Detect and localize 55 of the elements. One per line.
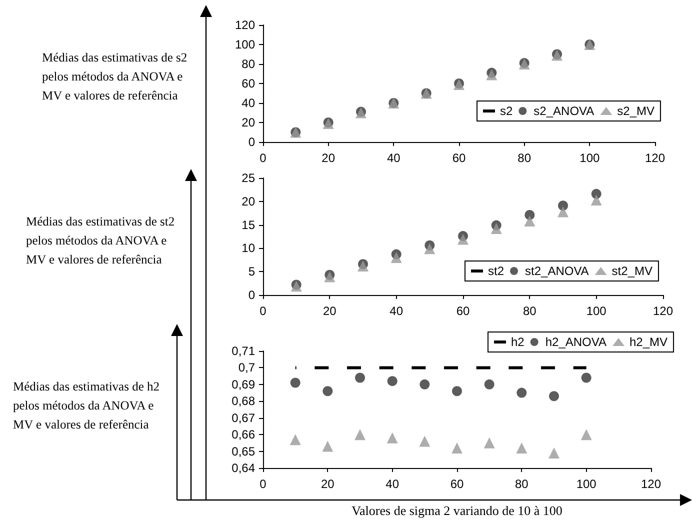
x-tick-label: 120 — [640, 477, 662, 491]
legend-label: s2 — [500, 104, 513, 118]
x-tick-label: 0 — [260, 477, 267, 491]
legend-label: s2_ANOVA — [534, 104, 594, 118]
y-tick-label: 0,64 — [232, 461, 256, 475]
x-tick-label: 60 — [456, 304, 470, 318]
x-tick-label: 0 — [260, 151, 267, 165]
x-tick-label: 40 — [386, 151, 401, 165]
y-axis-title: Médias das estimativas de s2 pelos métodos da ANOVA e MV e valores de referência — [42, 50, 190, 102]
x-tick-label: 80 — [522, 304, 537, 318]
x-tick-label: 60 — [452, 151, 466, 165]
y-tick-label: 0,67 — [232, 410, 256, 425]
legend-label: s2_MV — [617, 104, 654, 118]
legend-label: st2_MV — [612, 264, 652, 278]
x-tick-label: 80 — [514, 477, 529, 491]
y-tick-label: 100 — [234, 38, 256, 52]
y-tick-label: 40 — [242, 96, 256, 110]
y-tick-label: 10 — [242, 241, 256, 256]
x-tick-label: 40 — [390, 304, 404, 318]
y-tick-label: 120 — [234, 18, 256, 32]
y-tick-label: 15 — [242, 218, 256, 232]
x-tick-label: 20 — [320, 477, 335, 491]
legend-label: h2_ANOVA — [545, 335, 607, 349]
y-tick-label: 0,65 — [232, 444, 256, 458]
y-tick-label: 20 — [242, 194, 256, 208]
y-tick-label: 60 — [242, 76, 256, 90]
y-tick-label: 0 — [248, 135, 256, 149]
y-tick-label: 0,66 — [232, 428, 256, 442]
x-tick-label: 60 — [450, 477, 464, 491]
y-axis-title: Médias das estimativas de st2 pelos métodos da ANOVA e MV e valores de referência — [26, 214, 178, 266]
x-tick-label: 40 — [386, 477, 400, 491]
y-tick-label: 0,68 — [232, 394, 256, 408]
y-tick-label: 20 — [242, 116, 256, 130]
x-tick-label: 100 — [586, 304, 607, 318]
y-tick-label: 0 — [248, 288, 256, 302]
x-tick-label: 120 — [652, 304, 674, 318]
x-tick-label: 20 — [322, 304, 337, 318]
y-axis-title: Médias das estimativas de h2 pelos métodos da ANOVA e MV e valores de referência — [13, 380, 163, 432]
x-tick-label: 100 — [580, 151, 600, 165]
x-axis-title: Valores de sigma 2 variando de 10 à 100 — [352, 503, 562, 518]
legend-label: h2 — [511, 335, 525, 349]
x-tick-label: 20 — [322, 151, 336, 165]
y-tick-label: 0,69 — [232, 377, 256, 392]
legend-label: h2_MV — [629, 335, 668, 349]
x-tick-label: 120 — [644, 151, 666, 165]
y-tick-label: 25 — [242, 171, 256, 185]
y-tick-label: 0,71 — [232, 344, 256, 358]
y-tick-label: 80 — [242, 57, 256, 71]
legend-label: st2 — [488, 264, 504, 278]
x-tick-label: 100 — [576, 477, 597, 491]
x-tick-label: 80 — [518, 151, 532, 165]
y-tick-label: 5 — [248, 264, 256, 279]
x-tick-label: 0 — [260, 304, 267, 318]
legend-label: st2_ANOVA — [525, 264, 589, 278]
y-tick-label: 0,7 — [238, 360, 256, 375]
